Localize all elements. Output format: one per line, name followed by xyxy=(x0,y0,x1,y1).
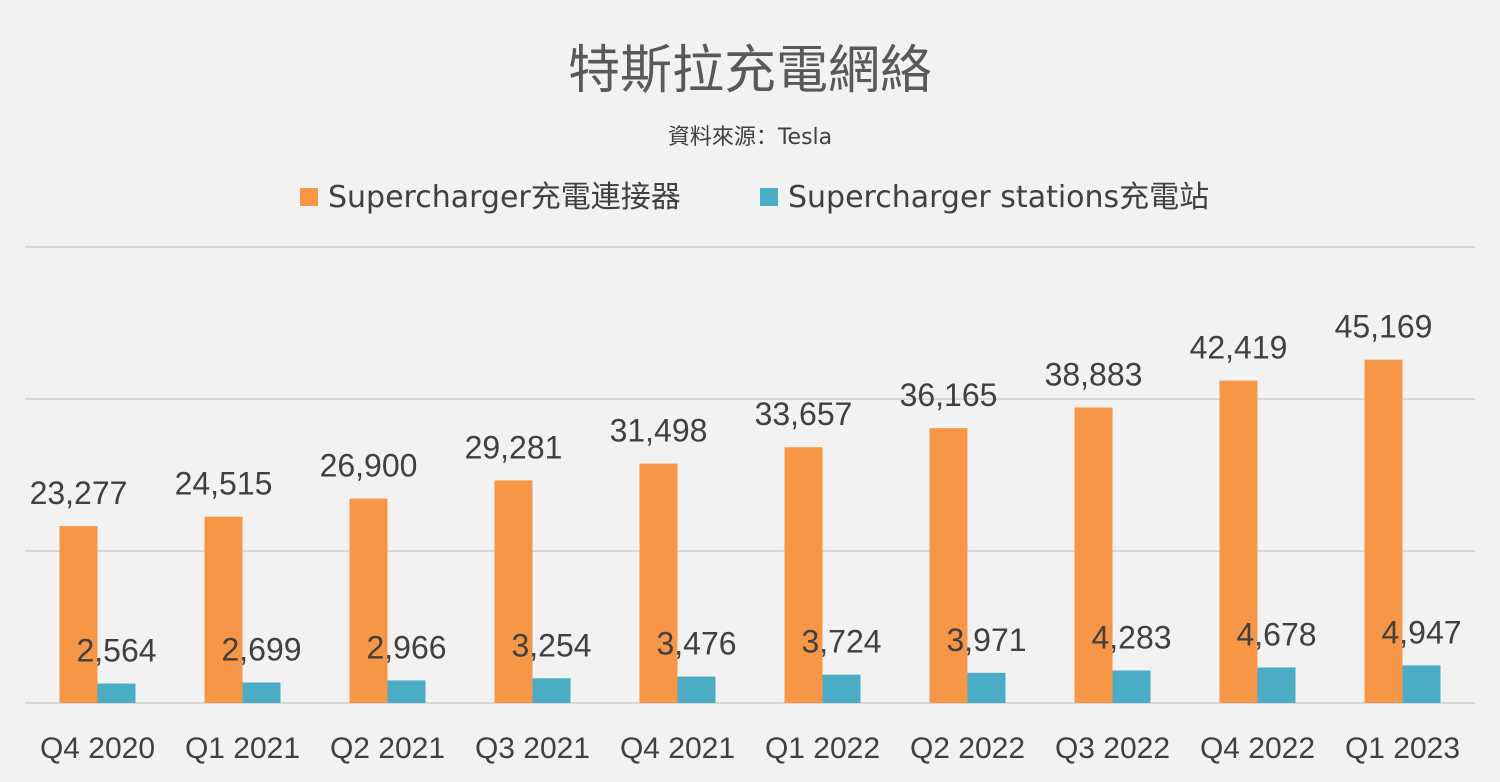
x-tick-label: Q4 2022 xyxy=(1200,732,1315,765)
bar-connectors xyxy=(494,480,533,703)
bar-connectors xyxy=(784,447,823,703)
bar-stations xyxy=(677,676,716,703)
data-label-connectors: 26,900 xyxy=(320,448,418,484)
data-label-stations: 4,947 xyxy=(1381,614,1461,650)
data-label-connectors: 24,515 xyxy=(175,466,273,502)
legend-swatch-connectors xyxy=(300,188,318,206)
bar-connectors xyxy=(59,526,98,703)
bar-stations xyxy=(967,672,1006,703)
x-axis-ticks: Q4 2020 Q1 2021 Q2 2021 Q3 2021 Q4 2021 Q1 20… xyxy=(40,732,1460,765)
data-label-connectors: 38,883 xyxy=(1045,356,1143,392)
x-tick-label: Q1 2022 xyxy=(765,732,880,765)
data-label-stations: 2,966 xyxy=(366,629,446,665)
bar-stations xyxy=(387,680,426,703)
data-labels: 23,277 2,564 24,515 2,699 26,900 2,966 29,281 3… xyxy=(30,309,1462,669)
x-tick-label: Q3 2022 xyxy=(1055,732,1170,765)
bar-connectors xyxy=(204,516,243,703)
x-tick-label: Q4 2020 xyxy=(40,732,155,765)
x-tick-label: Q2 2021 xyxy=(330,732,445,765)
bar-connectors xyxy=(929,428,968,703)
x-tick-label: Q1 2021 xyxy=(185,732,300,765)
data-label-connectors: 33,657 xyxy=(755,396,853,432)
data-label-stations: 2,699 xyxy=(221,631,301,667)
legend-label-stations: Supercharger stations充電站 xyxy=(788,180,1209,215)
data-label-connectors: 23,277 xyxy=(30,475,128,511)
chart-subtitle: 資料來源：Tesla xyxy=(668,125,832,150)
chart-title: 特斯拉充電網絡 xyxy=(568,41,932,101)
data-label-connectors: 36,165 xyxy=(900,377,998,413)
data-label-connectors: 29,281 xyxy=(465,429,563,465)
data-label-stations: 3,971 xyxy=(946,622,1026,658)
legend-swatch-stations xyxy=(760,188,778,206)
data-label-connectors: 42,419 xyxy=(1190,330,1288,366)
bar-connectors xyxy=(639,463,678,703)
data-label-stations: 3,476 xyxy=(656,626,736,662)
x-tick-label: Q3 2021 xyxy=(475,732,590,765)
data-label-stations: 2,564 xyxy=(76,633,156,669)
bar-connectors xyxy=(349,498,388,703)
x-tick-label: Q2 2022 xyxy=(910,732,1025,765)
bar-stations xyxy=(1257,667,1296,703)
bar-stations xyxy=(97,683,136,703)
bar-connectors xyxy=(1074,407,1113,703)
data-label-stations: 4,283 xyxy=(1091,619,1171,655)
bar-connectors xyxy=(1364,359,1403,703)
bar-stations xyxy=(822,674,861,703)
bar-stations xyxy=(1112,670,1151,703)
bar-connectors xyxy=(1219,380,1258,703)
legend: Supercharger充電連接器 Supercharger stations充… xyxy=(300,180,1209,215)
data-label-stations: 3,254 xyxy=(511,627,591,663)
bar-stations xyxy=(1402,665,1441,703)
data-label-stations: 3,724 xyxy=(801,624,881,660)
x-tick-label: Q4 2021 xyxy=(620,732,735,765)
bar-stations xyxy=(242,682,281,703)
bars xyxy=(59,359,1441,703)
data-label-connectors: 31,498 xyxy=(610,413,708,449)
legend-label-connectors: Supercharger充電連接器 xyxy=(328,180,681,215)
data-label-connectors: 45,169 xyxy=(1335,309,1433,345)
x-tick-label: Q1 2023 xyxy=(1345,732,1460,765)
bar-stations xyxy=(532,678,571,703)
data-label-stations: 4,678 xyxy=(1236,616,1316,652)
